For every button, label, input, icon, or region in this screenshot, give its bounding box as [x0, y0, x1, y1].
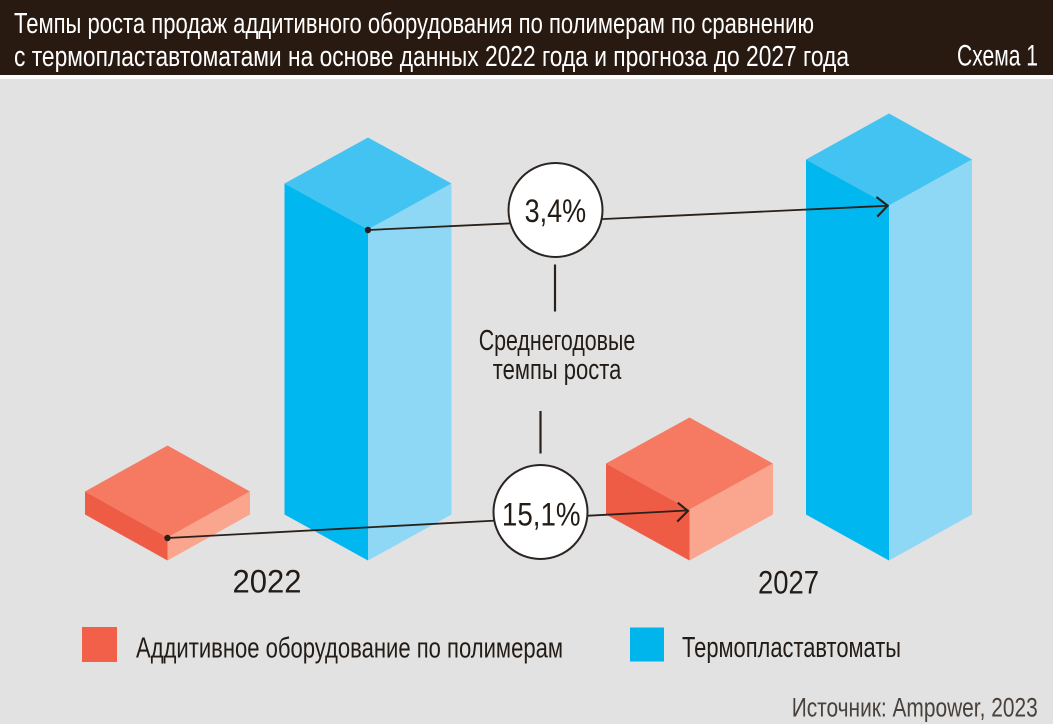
svg-text:Темпы роста продаж аддитивного: Темпы роста продаж аддитивного оборудова…	[14, 8, 814, 40]
svg-text:2022: 2022	[233, 564, 302, 600]
svg-text:с термопластавтоматами на осно: с термопластавтоматами на основе данных …	[14, 41, 850, 73]
svg-text:Схема 1: Схема 1	[957, 40, 1038, 73]
svg-text:15,1%: 15,1%	[502, 497, 581, 533]
svg-text:Среднегодовые: Среднегодовые	[479, 325, 636, 357]
svg-text:Источник: Ampower, 2023: Источник: Ampower, 2023	[792, 693, 1038, 723]
svg-text:3,4%: 3,4%	[525, 193, 587, 229]
svg-text:2027: 2027	[758, 565, 819, 601]
svg-text:темпы роста: темпы роста	[493, 354, 622, 386]
svg-text:Аддитивное оборудование по пол: Аддитивное оборудование по полимерам	[136, 633, 563, 665]
svg-text:Термопластавтоматы: Термопластавтоматы	[682, 632, 901, 664]
